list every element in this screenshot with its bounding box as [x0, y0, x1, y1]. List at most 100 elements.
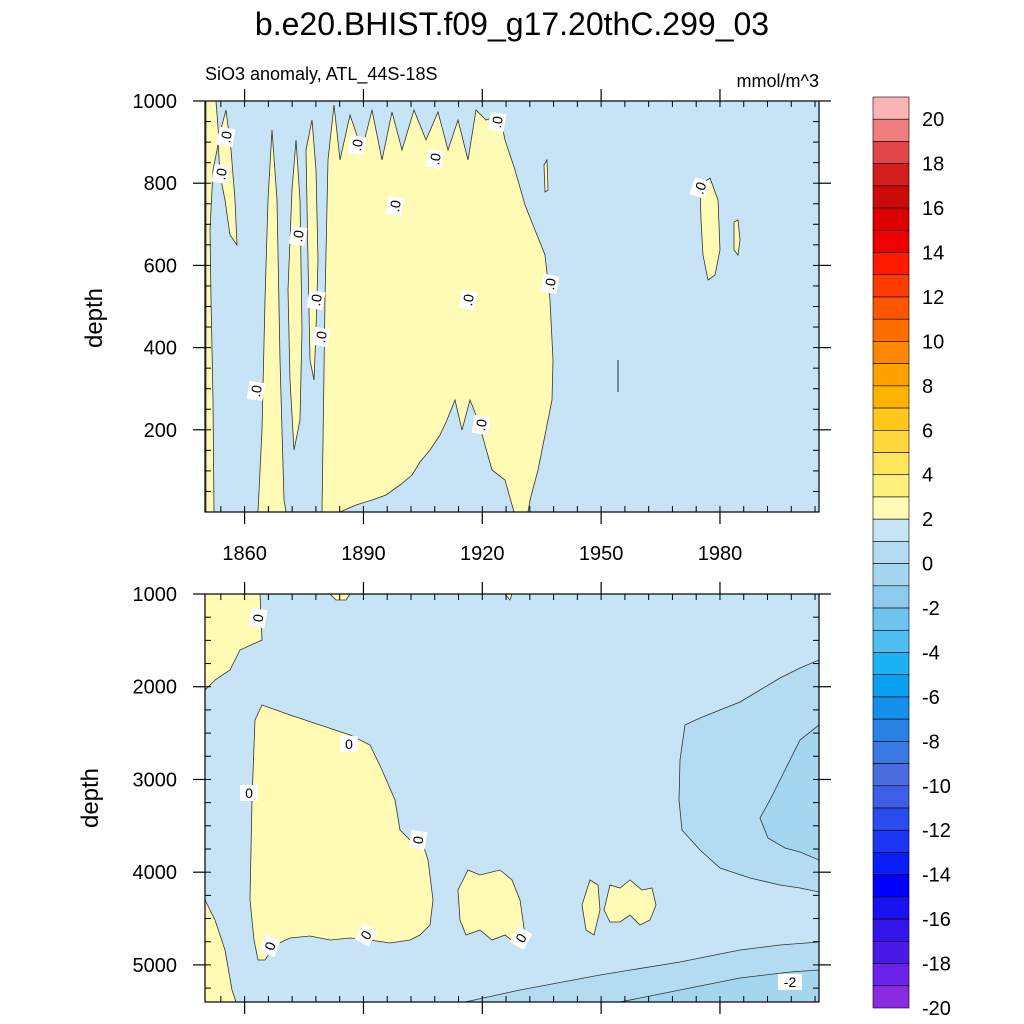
positive-region [504, 594, 513, 601]
positive-region [205, 899, 237, 1002]
contour-label: .0 [689, 176, 711, 200]
colorbar-label: 0 [922, 554, 933, 576]
colorbar-swatch [872, 674, 910, 698]
colorbar-swatch [872, 318, 910, 342]
contour-label-text: 0 [245, 785, 253, 801]
contour-label: .0 [385, 195, 405, 217]
colorbar-label: 16 [922, 198, 944, 220]
colorbar-swatch [872, 985, 910, 1009]
upper-contour-labels: .0 .0 .0 .0 .0 .0 .0 .0 .0 .0 .0 .0 .0 .0 [211, 111, 711, 436]
colorbar-label: -20 [922, 998, 951, 1020]
y-tick-label: 1000 [133, 91, 178, 113]
colorbar-label: -12 [922, 820, 951, 842]
positive-region [249, 704, 434, 961]
colorbar-swatch [872, 496, 910, 520]
contour-label: 0 [248, 607, 268, 629]
colorbar-swatch [872, 296, 910, 320]
contour-label: .0 [211, 163, 231, 185]
colorbar-swatch [872, 629, 910, 653]
colorbar-swatch [872, 163, 910, 187]
colorbar-label: 10 [922, 331, 944, 353]
contour-label-text: .0 [472, 418, 490, 432]
colorbar-swatch [872, 185, 910, 209]
contour-label-text: 0 [409, 835, 426, 846]
colorbar-label: -18 [922, 954, 951, 976]
y-tick-label: 5000 [133, 955, 178, 977]
contour-label: 0 [240, 785, 258, 801]
contour-label-text: .0 [488, 115, 506, 129]
colorbar-swatch [872, 541, 910, 564]
colorbar-swatch [872, 585, 910, 609]
colorbar-label: -2 [922, 598, 940, 620]
colorbar-label: 18 [922, 154, 944, 176]
positive-region [257, 129, 287, 512]
positive-region [581, 879, 601, 936]
colorbar-swatch [872, 118, 910, 142]
contour-label: .0 [306, 289, 326, 311]
contour-label: .0 [487, 111, 507, 133]
contour-label-text: .0 [247, 384, 265, 398]
colorbar-swatch [872, 429, 910, 453]
contour-label-text: .0 [386, 199, 404, 213]
colorbar-swatch [872, 363, 910, 387]
contour-label: .0 [347, 134, 367, 156]
contour-label: .0 [246, 380, 266, 402]
contour-label: .0 [425, 148, 445, 170]
colorbar-swatch [872, 385, 910, 409]
contour-label: .0 [288, 225, 308, 247]
contour-label: 0 [509, 926, 533, 950]
colorbar-label: -14 [922, 865, 951, 887]
y-tick-label: 4000 [133, 862, 178, 884]
chart-units: mmol/m^3 [737, 71, 819, 91]
colorbar-label: 12 [922, 287, 944, 309]
positive-region [205, 594, 263, 691]
contour-label-text: .0 [541, 277, 559, 291]
colorbar-swatch [872, 407, 910, 431]
colorbar-swatch [872, 785, 910, 809]
x-tick-label: 1980 [698, 543, 743, 565]
colorbar-swatch [872, 741, 910, 764]
contour-label-text: .0 [690, 180, 709, 197]
upper-axes: 1860 1890 1920 1950 1980 200 400 600 800 1000 [133, 89, 831, 565]
y-tick-label: 400 [144, 338, 177, 360]
colorbar-swatch [872, 607, 910, 631]
colorbar-label: -4 [922, 642, 940, 664]
positive-region [543, 158, 549, 193]
y-tick-label: 800 [144, 173, 177, 195]
colorbar-label: -6 [922, 687, 940, 709]
contour-label: .0 [540, 273, 560, 295]
colorbar-swatch [872, 141, 910, 164]
lower-contour-labels: 0 0 0 0 0 0 0 -2 [240, 607, 802, 990]
y-tick-label: 600 [144, 255, 177, 277]
upper-positive-regions [205, 101, 741, 512]
colorbar-swatch [872, 274, 910, 298]
lower-ylabel: depth [77, 768, 104, 828]
colorbar-swatch [872, 563, 910, 587]
contour-label: 0 [408, 829, 428, 851]
colorbar-label: 8 [922, 376, 933, 398]
colorbar-label: 20 [922, 109, 944, 131]
colorbar-swatch [872, 474, 910, 498]
colorbar-swatch [872, 941, 910, 964]
chart-subtitle-left: SiO3 anomaly, ATL_44S-18S [205, 64, 437, 85]
x-tick-label: 1860 [222, 543, 267, 565]
chart-title: b.e20.BHIST.f09_g17.20thC.299_03 [255, 6, 769, 42]
positive-region [733, 219, 741, 256]
contour-label: 0 [354, 923, 378, 947]
contour-label: 0 [340, 736, 358, 752]
positive-region [603, 879, 657, 926]
contour-label-text: .0 [348, 138, 366, 152]
y-tick-label: 2000 [133, 677, 178, 699]
colorbar-swatch [872, 230, 910, 253]
contour-label: -2 [778, 974, 802, 990]
colorbar-swatch [872, 829, 910, 853]
colorbar-swatch [872, 452, 910, 476]
contour-label-text: -2 [784, 974, 797, 990]
contour-label: .0 [458, 289, 478, 311]
contour-label-text: .0 [459, 293, 477, 307]
lower-axes: 1000 2000 3000 4000 5000 [133, 582, 831, 1014]
colorbar-swatch [872, 807, 910, 831]
negative-region-lvl3 [759, 724, 819, 861]
contour-label-text: .0 [212, 167, 230, 181]
